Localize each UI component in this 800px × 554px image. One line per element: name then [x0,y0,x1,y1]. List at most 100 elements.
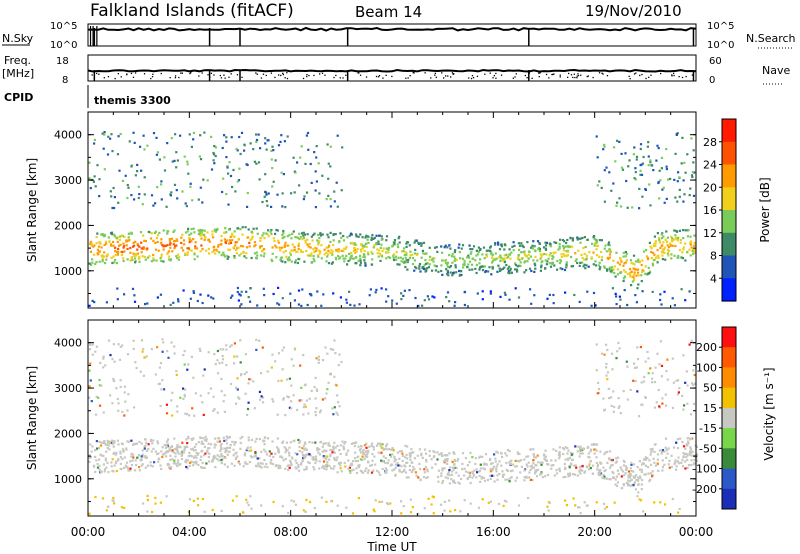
data-cell [319,233,322,236]
data-cell [340,189,343,192]
data-cell [201,461,204,464]
data-cell [357,466,361,469]
data-cell [684,242,687,245]
data-cell [391,453,394,456]
data-cell [504,478,507,481]
data-cell [331,250,334,253]
data-cell [682,354,685,357]
data-cell [448,474,451,477]
data-cell [293,191,296,194]
data-cell [172,243,175,246]
data-cell [418,448,421,451]
data-cell [339,452,342,456]
data-cell [392,448,395,451]
data-cell [146,494,149,497]
data-cell [260,450,263,453]
data-cell [205,439,208,442]
data-cell [278,303,281,306]
data-cell [614,160,617,163]
data-cell [117,459,120,462]
data-cell [142,134,145,137]
data-cell [88,304,91,307]
data-cell [109,243,113,246]
data-cell [395,251,398,254]
data-cell [152,204,155,207]
data-cell [632,153,635,156]
data-cell [204,236,207,239]
data-cell [341,146,344,149]
data-cell [674,234,677,237]
data-cell [686,454,689,457]
data-cell [471,471,474,474]
data-cell [324,465,327,468]
data-cell [393,253,396,256]
colorbar-segment [722,367,736,389]
data-cell [100,441,103,444]
data-cell [460,273,463,277]
data-cell [111,206,114,210]
data-cell [325,246,328,249]
data-cell [334,446,337,449]
nave-dot [98,73,100,75]
data-cell [206,179,209,182]
data-cell [628,473,631,476]
data-cell [112,499,115,502]
data-cell [501,475,505,478]
data-cell [227,242,230,245]
data-cell [230,136,233,139]
data-cell [610,269,613,272]
data-cell [532,453,535,456]
data-cell [656,453,660,456]
data-cell [233,355,236,358]
data-cell [619,257,622,260]
data-cell [482,476,485,479]
data-cell [154,230,157,233]
data-cell [642,155,645,159]
nave-dot [335,74,337,77]
nave-dot [538,72,540,74]
data-cell [626,303,629,307]
nave-dot [671,75,673,77]
data-cell [585,254,588,257]
data-cell [200,466,203,469]
data-cell [249,300,252,303]
data-cell [97,245,101,248]
data-cell [627,470,631,473]
data-cell [532,466,535,469]
data-cell [173,159,176,162]
data-cell [510,271,513,274]
data-cell [169,466,173,469]
data-cell [91,261,94,264]
data-cell [490,273,493,276]
data-cell [599,471,602,474]
data-cell [155,237,158,240]
data-cell [437,469,441,472]
data-cell [667,463,670,466]
nave-dot [629,78,631,80]
data-cell [639,173,642,176]
data-cell [509,269,512,272]
colorbar-segment [722,407,736,429]
data-cell [540,255,543,258]
data-cell [236,286,239,290]
data-cell [333,456,336,459]
data-cell [158,158,161,161]
data-cell [293,299,296,302]
data-cell [651,473,654,477]
data-cell [401,454,405,457]
data-cell [526,260,529,263]
data-cell [637,271,640,274]
data-cell [645,255,648,258]
data-cell [640,483,643,486]
data-cell [565,241,568,245]
data-cell [281,297,284,300]
data-cell [123,293,126,296]
data-cell [143,247,146,250]
data-cell [300,386,303,389]
nave-dot [660,72,662,75]
data-cell [123,391,126,394]
data-cell [694,456,697,459]
data-cell [628,268,632,271]
data-cell [332,447,335,450]
data-cell [569,245,572,248]
